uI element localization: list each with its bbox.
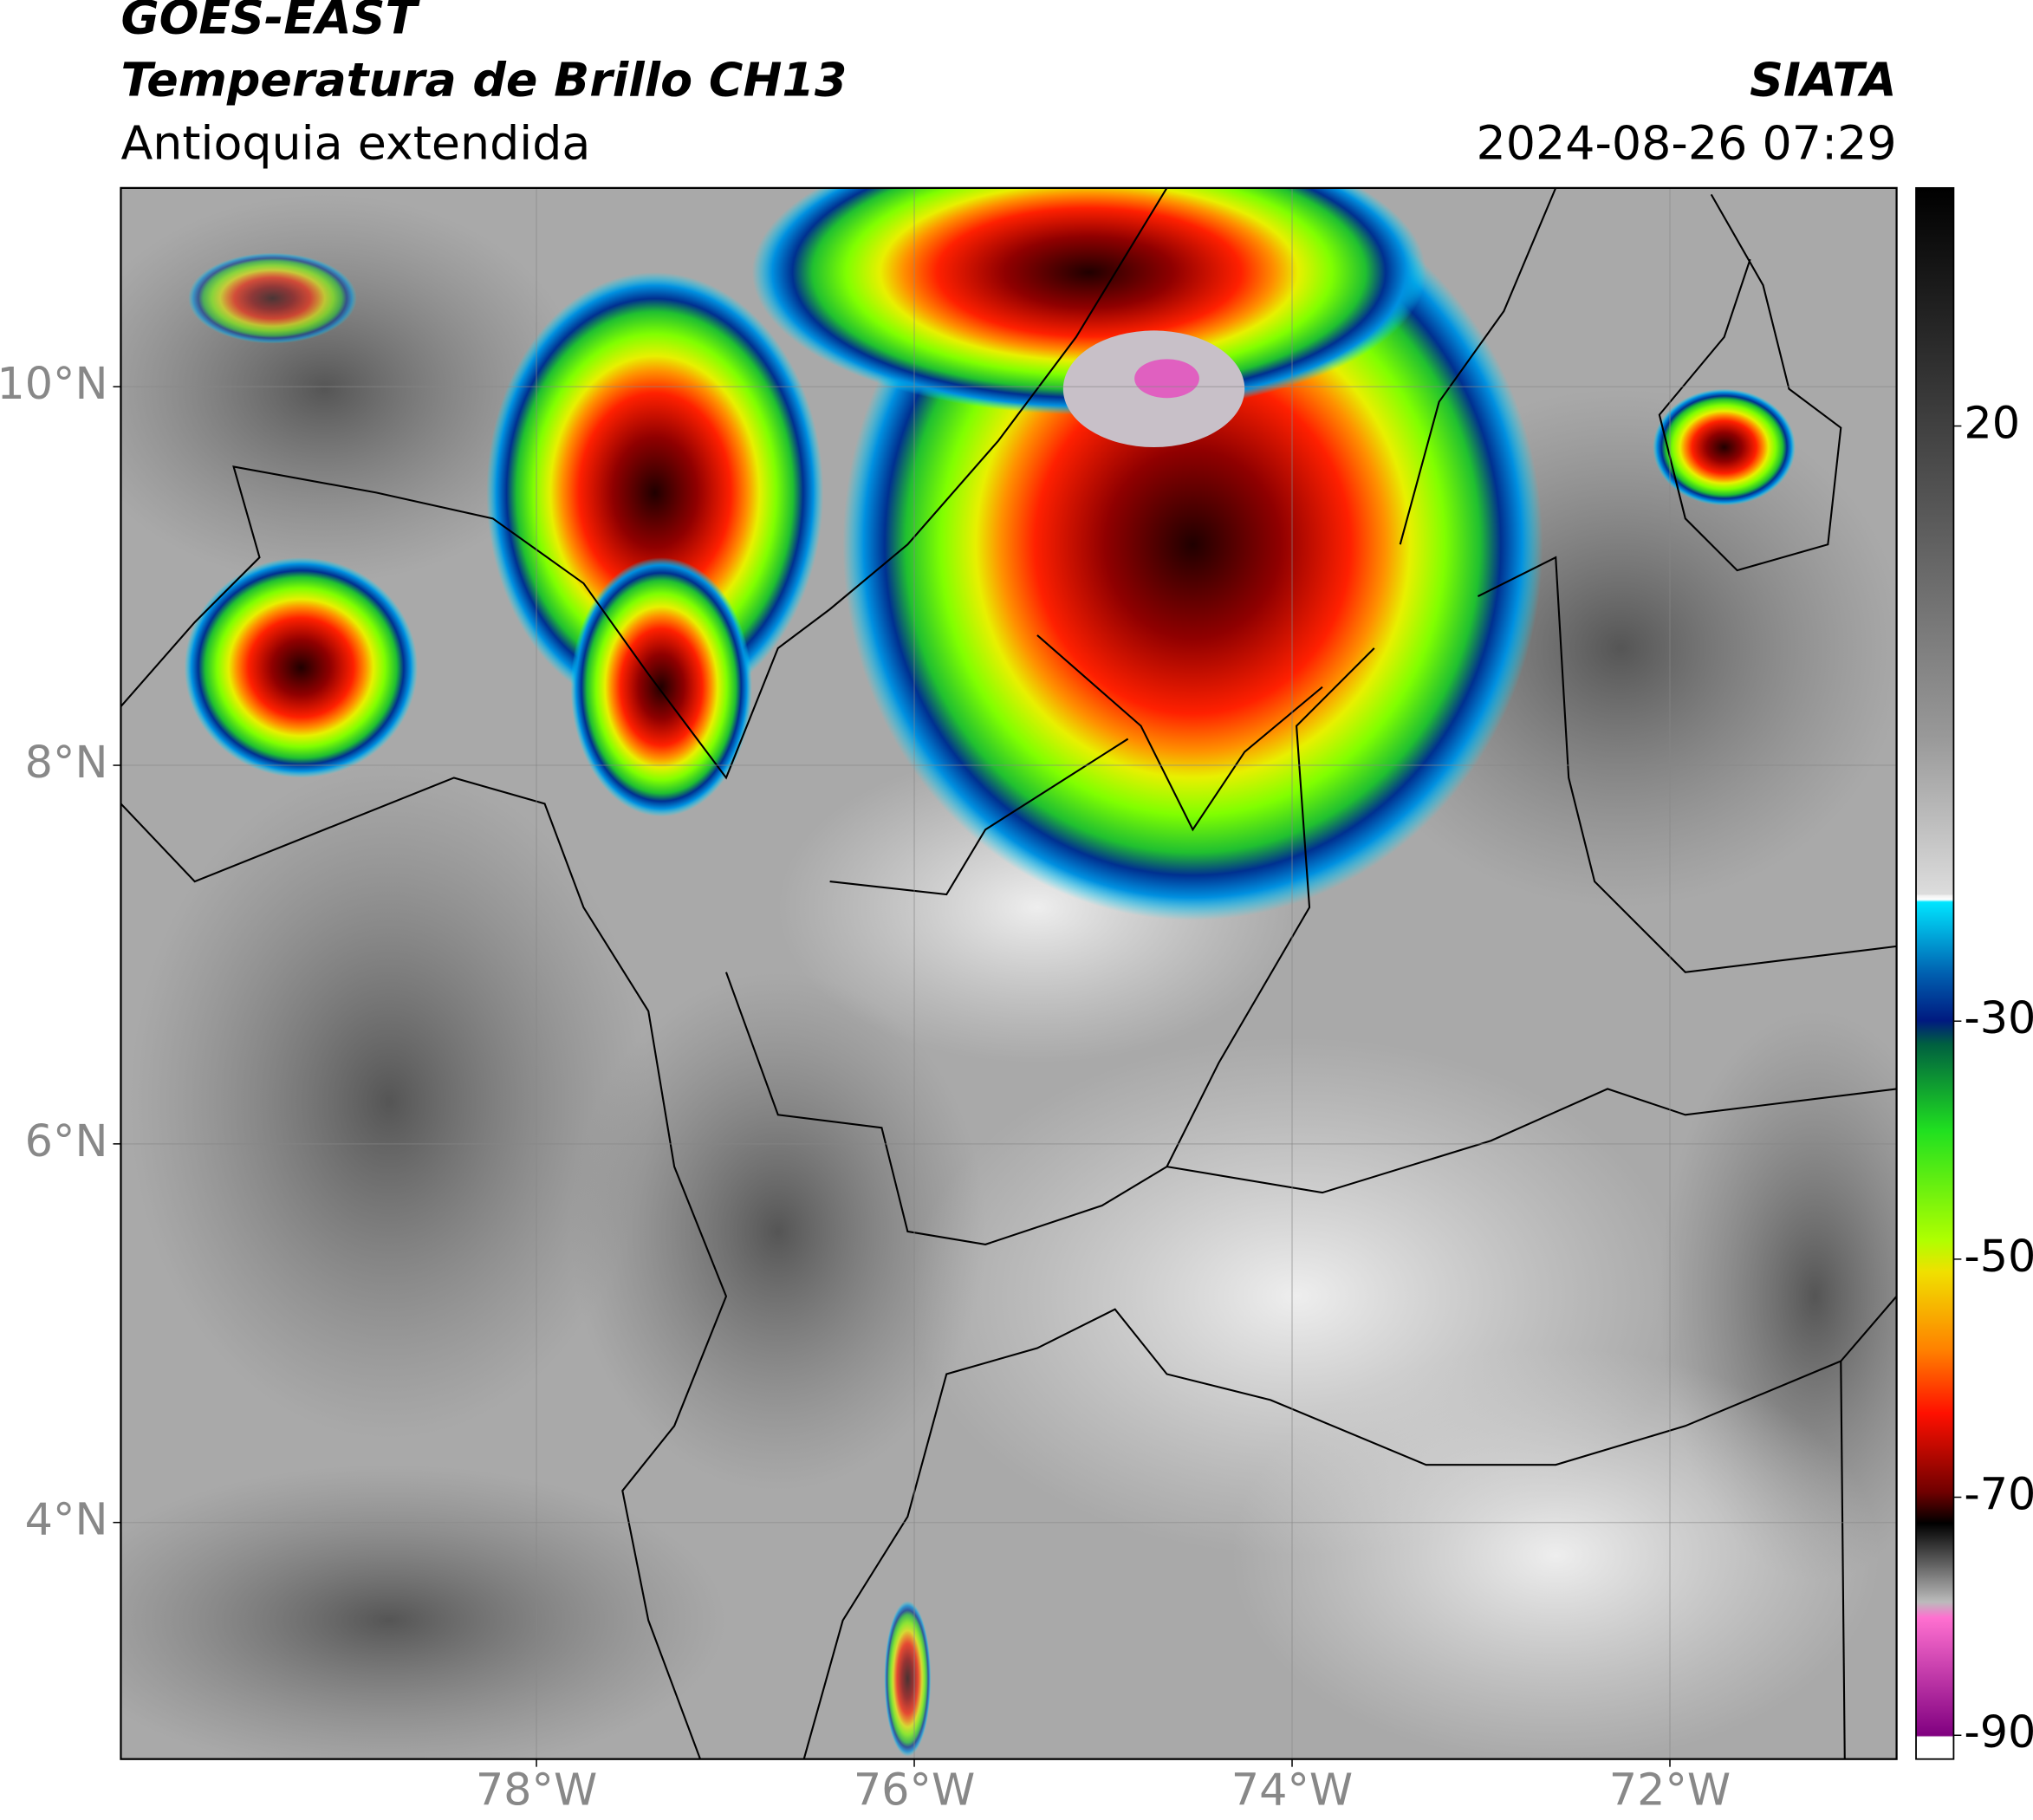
x-tick-label: 78°W (476, 1765, 597, 1816)
y-tick-label: 8°N (25, 737, 108, 788)
graticule (120, 187, 1897, 1759)
x-tick-label: 72°W (1609, 1765, 1731, 1816)
x-tick-label: 74°W (1231, 1765, 1353, 1816)
colorbar-tick-label: 20 (1964, 398, 2020, 449)
y-tick-label: 10°N (0, 358, 107, 409)
source: SIATA (1750, 52, 1897, 107)
colorbar-tick-label: -30 (1964, 992, 2033, 1043)
y-tick-label: 6°N (25, 1115, 108, 1167)
colorbar (1915, 186, 1955, 1760)
subtitle: Temperatura de Brillo CH13 (120, 52, 847, 107)
colorbar-tick-label: -70 (1964, 1469, 2033, 1520)
timestamp: 2024-08-26 07:29 (1477, 116, 1897, 171)
title: GOES-EAST (120, 0, 420, 45)
colorbar-tick-label: -90 (1964, 1706, 2033, 1758)
region: Antioquia extendida (120, 116, 590, 171)
colorbar-tick-label: -50 (1964, 1231, 2033, 1282)
y-tick-label: 4°N (25, 1494, 108, 1545)
map-frame (120, 186, 1898, 1760)
satellite-image (120, 187, 1897, 1759)
x-tick-label: 76°W (854, 1765, 975, 1816)
